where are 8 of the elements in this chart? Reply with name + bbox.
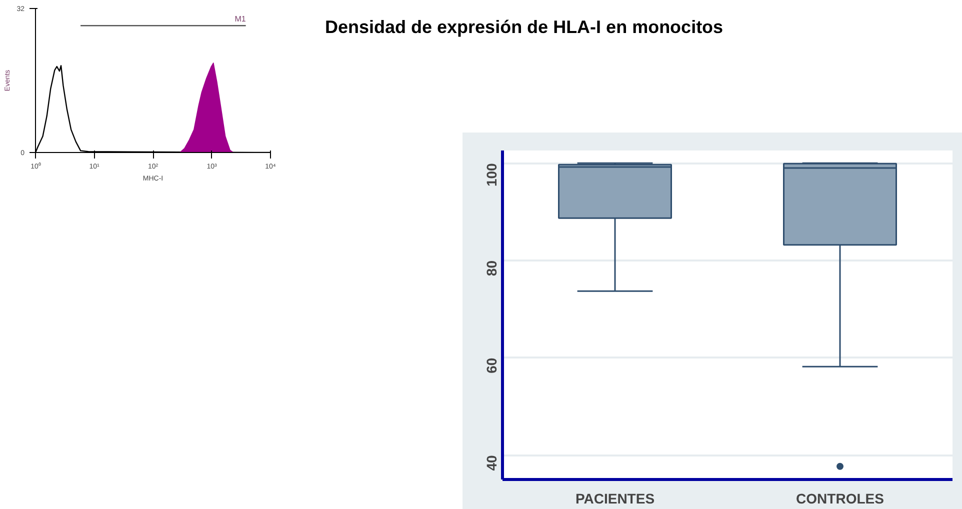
y-tick-label: 60 [484, 358, 500, 374]
y-tick-label: 100 [484, 162, 500, 187]
x-tick-label: CONTROLES [796, 490, 884, 506]
y-tick-label: 80 [484, 260, 500, 276]
chart-title: Densidad de expresión de HLA-I en monocitos [325, 16, 724, 39]
x-tick-label: PACIENTES [575, 490, 655, 506]
y-tick-label: 40 [484, 454, 500, 471]
series-label: M1 [234, 14, 246, 24]
